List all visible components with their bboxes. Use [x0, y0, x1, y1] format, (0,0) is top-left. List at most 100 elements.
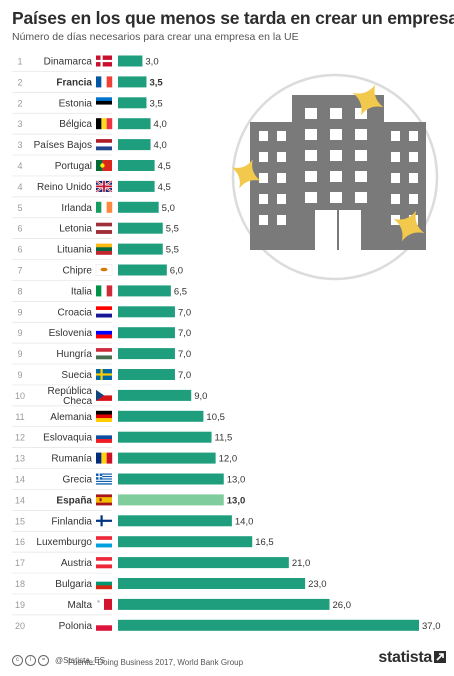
rank-label: 2: [17, 98, 22, 108]
chart-row: 2 Francia 3,5: [12, 71, 163, 88]
category-label: Bélgica: [59, 119, 92, 130]
value-label: 12,0: [219, 454, 238, 465]
bar-chart: 1 Dinamarca 3,0 2 Francia 3,5 2 Estonia 3,5 3 Bélg…: [12, 55, 441, 632]
value-label: 9,0: [194, 391, 207, 402]
flag-icon: [96, 76, 113, 88]
chart-row: 5 Irlanda 5,0: [12, 196, 175, 214]
bar: [118, 619, 419, 631]
flag-icon: [96, 410, 112, 422]
chart-row: 3 Bélgica 4,0: [12, 112, 167, 130]
value-label: 16,5: [255, 537, 274, 548]
flag-icon: [96, 55, 112, 67]
category-label: Estonia: [59, 98, 93, 109]
footer-handle: @Statista_ES: [55, 656, 105, 665]
rank-label: 3: [17, 119, 22, 129]
flag-icon: [96, 578, 112, 590]
value-label: 13,0: [227, 495, 246, 506]
value-label: 37,0: [422, 621, 441, 632]
category-label: Malta: [68, 600, 93, 611]
category-label: España: [56, 495, 92, 506]
value-label: 5,5: [166, 245, 179, 256]
chart-row: 4 Reino Unido 4,5: [12, 175, 171, 193]
chart-row: 6 Letonia 5,5: [12, 217, 179, 235]
bar: [118, 494, 224, 506]
category-label: Letonia: [59, 224, 92, 235]
value-label: 4,5: [158, 161, 171, 172]
chart-row: 9 Suecia 7,0: [12, 363, 191, 381]
rank-label: 4: [17, 182, 22, 192]
value-label: 6,5: [174, 286, 187, 297]
category-label: Lituania: [57, 245, 92, 256]
statista-logo[interactable]: statista: [378, 649, 432, 666]
value-label: 26,0: [333, 600, 352, 611]
bar: [118, 160, 155, 171]
flag-icon: [96, 97, 112, 109]
rank-label: 13: [15, 454, 25, 464]
category-label: Francia: [56, 77, 92, 88]
chart-row: 12 Eslovaquia 11,5: [12, 426, 233, 444]
value-label: 4,5: [158, 182, 171, 193]
value-label: 7,0: [178, 307, 191, 318]
flag-icon: [96, 431, 112, 443]
chart-row: 19 Malta 26,0: [12, 593, 352, 611]
value-label: 4,0: [154, 140, 167, 151]
flag-icon: [96, 139, 112, 151]
rank-label: 2: [17, 77, 22, 87]
rank-label: 6: [17, 224, 22, 234]
flag-icon: [96, 557, 112, 569]
chart-row: 8 Italia 6,5: [12, 280, 187, 297]
bar: [118, 536, 253, 548]
chart-row: 7 Chipre 6,0: [12, 259, 183, 277]
bar: [118, 410, 204, 422]
rank-label: 9: [17, 370, 22, 380]
value-label: 3,5: [149, 77, 163, 88]
value-label: 13,0: [227, 475, 246, 486]
rank-label: 9: [17, 328, 22, 338]
value-label: 23,0: [308, 579, 327, 590]
rank-label: 10: [15, 391, 25, 401]
category-label: Grecia: [63, 475, 93, 486]
flag-icon: [96, 494, 112, 506]
bar: [118, 389, 192, 401]
category-label: Croacia: [58, 307, 93, 318]
flag-icon: [96, 201, 113, 213]
category-label: República Checa: [48, 386, 93, 407]
bar: [118, 348, 175, 360]
value-label: 11,5: [215, 433, 233, 444]
flag-icon: [96, 222, 112, 234]
creative-commons-icon: c i =: [12, 655, 49, 666]
value-label: 14,0: [235, 516, 254, 527]
bar: [118, 139, 151, 151]
value-label: 7,0: [178, 349, 191, 360]
flag-icon: [96, 160, 112, 171]
chart-row: 11 Alemania 10,5: [12, 405, 225, 423]
value-label: 4,0: [154, 119, 167, 130]
rank-label: 15: [15, 516, 25, 526]
flag-icon: [96, 285, 113, 297]
bar: [118, 201, 159, 213]
flag-icon: [96, 598, 112, 610]
bar: [118, 76, 147, 88]
chart-row: 2 Estonia 3,5: [12, 91, 163, 109]
flag-icon: [96, 473, 112, 485]
chart-row: 4 Portugal 4,5: [12, 154, 171, 172]
flag-icon: [96, 619, 112, 631]
category-label: Luxemburgo: [36, 537, 92, 548]
rank-label: 16: [15, 537, 25, 547]
bar: [118, 431, 212, 443]
rank-label: 14: [15, 475, 25, 485]
bar: [118, 369, 175, 380]
footer-license: c i = @Statista_ES: [12, 655, 105, 666]
category-label: Italia: [71, 286, 93, 297]
category-label: Suecia: [61, 370, 92, 381]
chart-title: Países en los que menos se tarda en crea…: [12, 8, 454, 28]
flag-icon: [96, 536, 112, 548]
rank-label: 6: [17, 245, 22, 255]
rank-label: 1: [17, 57, 22, 67]
chart-row: 14 Grecia 13,0: [12, 468, 246, 486]
rank-label: 9: [17, 349, 22, 359]
chart-row: 9 Hungría 7,0: [12, 342, 191, 360]
office-building-illustration: [231, 73, 439, 281]
flag-icon: [96, 389, 112, 401]
chart-row: 6 Lituania 5,5: [12, 238, 179, 256]
